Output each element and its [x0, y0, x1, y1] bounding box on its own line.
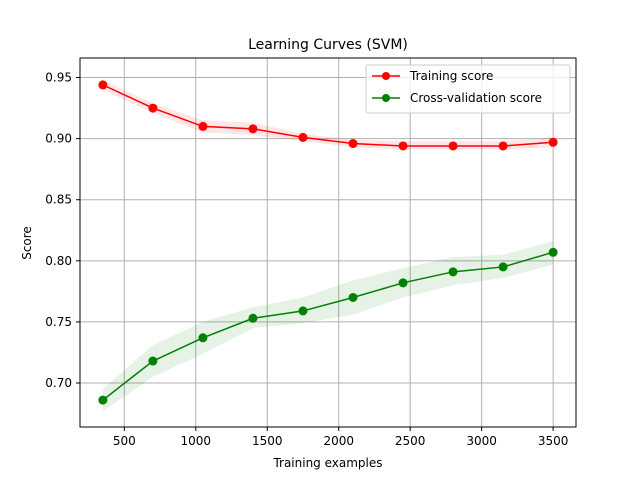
y-tick-label: 0.90 [45, 132, 72, 146]
y-axis-ticks: 0.70 0.75 0.80 0.85 0.90 0.95 [45, 71, 80, 390]
cross-validation-score-legend-marker [382, 94, 390, 102]
series-points [98, 80, 558, 405]
cross-validation-score-point [298, 306, 308, 316]
cross-validation-score-point [348, 292, 358, 302]
cross-validation-score-point [398, 278, 408, 288]
training-score-point [548, 137, 558, 147]
cross-validation-score-point [148, 356, 158, 366]
training-score-band [102, 79, 554, 150]
training-score-point [398, 141, 408, 151]
x-axis-title: Training examples [272, 456, 382, 470]
y-tick-label: 0.75 [45, 315, 72, 329]
cross-validation-score-point [98, 395, 108, 405]
cross-validation-score-legend-label: Cross-validation score [410, 91, 542, 105]
x-tick-label: 500 [113, 434, 136, 448]
y-axis-title: Score [20, 226, 34, 260]
training-score-point [98, 80, 108, 90]
y-tick-label: 0.95 [45, 71, 72, 85]
legend: Training score Cross-validation score [365, 64, 571, 114]
series-lines [102, 84, 554, 401]
training-score-point [298, 132, 308, 142]
cross-validation-score-line [102, 251, 554, 401]
cross-validation-score-point [248, 313, 258, 323]
x-tick-label: 1000 [181, 434, 212, 448]
training-score-legend-label: Training score [409, 69, 493, 83]
training-score-point [248, 124, 258, 134]
training-score-point [498, 141, 508, 151]
x-tick-label: 1500 [252, 434, 283, 448]
training-score-point [198, 121, 208, 131]
y-tick-label: 0.85 [45, 193, 72, 207]
cross-validation-score-point [448, 267, 458, 277]
training-score-point [348, 139, 358, 149]
chart-title: Learning Curves (SVM) [248, 37, 408, 53]
x-tick-label: 2500 [395, 434, 426, 448]
training-score-point [148, 103, 158, 113]
legend-box [365, 64, 571, 114]
x-tick-label: 2000 [323, 434, 354, 448]
y-tick-label: 0.80 [45, 254, 72, 268]
training-score-line [102, 84, 554, 147]
x-tick-label: 3000 [466, 434, 497, 448]
x-axis-ticks: 500 1000 1500 2000 2500 3000 3500 [113, 427, 569, 448]
confidence-bands [102, 79, 554, 412]
x-tick-label: 3500 [538, 434, 569, 448]
y-tick-label: 0.70 [45, 376, 72, 390]
cross-validation-score-point [198, 333, 208, 343]
cross-validation-score-point [498, 262, 508, 272]
cross-validation-score-band [102, 241, 554, 412]
training-score-point [448, 141, 458, 151]
training-score-legend-marker [382, 72, 390, 80]
plot-frame [79, 57, 577, 428]
cross-validation-score-point [548, 247, 558, 257]
